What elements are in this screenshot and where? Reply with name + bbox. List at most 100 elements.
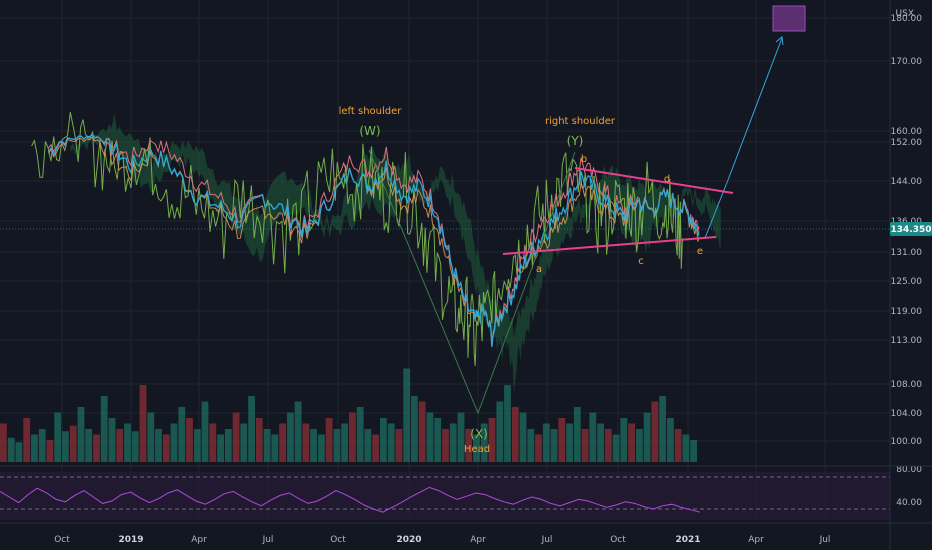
cloud-segment [433,175,436,194]
volume-bar [418,401,426,462]
volume-bar [38,429,46,462]
annotation-head: Head [464,444,490,455]
cloud-segment [497,302,499,354]
cloud-segment [544,241,546,276]
cloud-segment [86,134,90,151]
volume-bar [426,412,434,462]
volume-bar [15,442,23,462]
volume-bar [240,423,248,462]
volume-bar [480,423,488,462]
cloud-segment [570,216,572,240]
volume-bar [511,407,519,462]
x-tick-label: Oct [54,535,70,545]
cloud-segment [70,143,74,152]
cloud-segment [527,296,530,333]
cloud-segment [609,166,611,201]
cloud-segment [100,128,104,142]
volume-bar [255,418,263,462]
volume-bar [682,434,690,462]
cloud-segment [508,309,510,362]
volume-bar [302,423,310,462]
volume-bar [209,423,217,462]
cloud-segment [185,140,189,168]
cloud-segment [684,184,687,197]
cloud-segment [111,112,115,148]
cloud-segment [573,202,576,224]
volume-bar [349,412,356,462]
volume-bar [93,434,100,462]
cloud-segment [479,258,482,307]
wave-drawings[interactable] [368,5,806,415]
cloud-segment [103,128,107,151]
volume-bar [116,429,124,462]
cloud-segment [694,185,697,206]
volume-bar [628,423,635,462]
cloud-segment [714,198,716,237]
volume-bars [0,368,697,462]
cloud-segment [406,152,409,192]
volume-bar [527,429,535,462]
y-tick-label: 119.00 [891,307,923,317]
cloud-segment [507,307,509,347]
cloud-segment [716,201,718,241]
cloud-segment [454,190,457,220]
cloud-segment [458,193,461,228]
cloud-segment [564,210,567,238]
volume-bar [224,429,232,462]
volume-bar [69,425,77,462]
cloud-segment [276,174,280,220]
cloud-segment [506,307,508,350]
volume-bar [620,418,628,462]
cloud-segment [463,200,466,249]
volume-bar [287,412,294,462]
cloud-segment [691,193,694,209]
cloud-segment [190,145,194,174]
cloud-segment [552,213,555,260]
cloud-segment [612,165,615,215]
volume-bar [581,429,589,462]
cloud-segment [409,152,412,193]
cloud-segment [349,197,353,230]
cloud-segment [520,304,523,361]
cloud-segment [248,207,252,254]
cloud-segment [229,181,233,229]
x-tick-label: Apr [191,535,207,545]
triangle-upper-line [574,167,734,194]
cloud-segment [477,247,480,297]
volume-bar [364,429,372,462]
cloud-segment [524,295,527,340]
volume-bar [341,423,348,462]
volume-bar [387,423,395,462]
cloud-segment [340,198,344,236]
annotation-wave-b: b [581,154,587,165]
cloud-segment [212,169,216,211]
cloud-segment [718,201,720,251]
volume-bar [170,423,178,462]
cloud-segment [452,173,455,216]
volume-bar [356,407,364,462]
x-tick-label: Oct [330,535,346,545]
cloud-segment [542,239,545,276]
cloud-segment [693,185,695,209]
cloud-segment [143,147,146,185]
annotation-wave-d: d [664,174,670,185]
cloud-segment [338,214,341,236]
volume-bar [155,429,162,462]
cloud-segment [290,178,294,215]
conversion-line [47,136,700,346]
cloud-segment [226,181,230,215]
cloud-segment [310,188,313,228]
cloud-segment [535,264,538,313]
y-tick-label: 113.00 [891,336,923,346]
cloud-segment [578,196,581,226]
cloud-segment [681,188,683,210]
cloud-segment [273,176,277,225]
cloud-segment [124,134,127,174]
projection-arrowhead [775,36,784,46]
volume-bar [271,434,279,462]
cloud-segment [332,214,336,230]
cloud-segment [446,179,449,199]
cloud-segment [481,265,483,307]
